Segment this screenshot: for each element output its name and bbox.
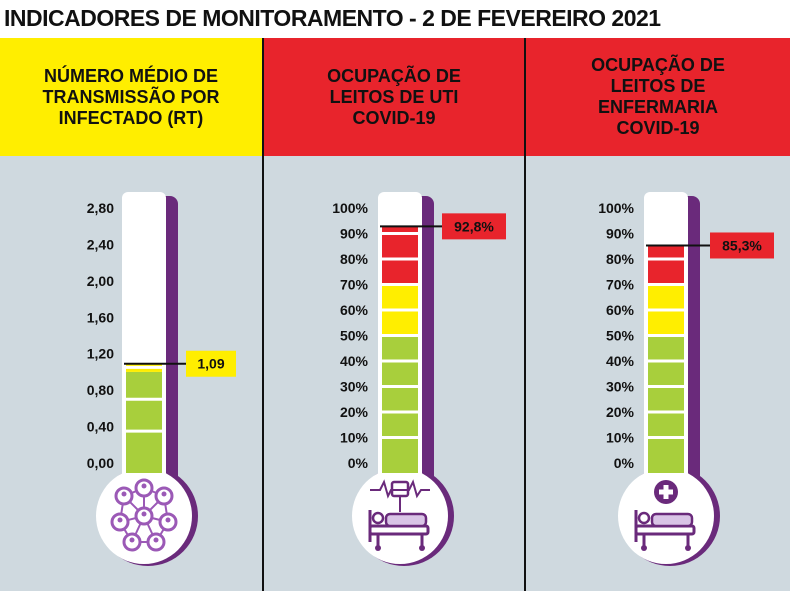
bed-wheel [685, 545, 691, 551]
panel-enfermaria: OCUPAÇÃO DE LEITOS DE ENFERMARIA COVID-1… [526, 38, 790, 591]
tick-label: 20% [340, 404, 369, 420]
bed-wheel [419, 545, 425, 551]
fill-segment [126, 371, 162, 473]
patient-head [371, 511, 385, 525]
icu-bed-monitor-icon [368, 479, 430, 551]
panel-title-uti: OCUPAÇÃO DE LEITOS DE UTI COVID-19 [327, 65, 461, 128]
value-label-box [710, 232, 774, 259]
person-head [161, 491, 167, 497]
tick-label: 100% [598, 200, 634, 216]
tick-label: 0,00 [87, 455, 114, 471]
panel-header-uti: OCUPAÇÃO DE LEITOS DE UTI COVID-19 [264, 38, 524, 156]
value-label-box [442, 213, 506, 240]
medical-cross [659, 489, 673, 495]
person-head [129, 537, 135, 543]
tick-label: 0,80 [87, 382, 114, 398]
ward-bed-cross-icon [634, 480, 696, 551]
person-head [153, 537, 159, 543]
panel-title-rt: NÚMERO MÉDIO DE TRANSMISSÃO POR INFECTAD… [42, 65, 220, 128]
tick-label: 30% [340, 379, 369, 395]
fill-segment [648, 245, 684, 285]
fill-segment [382, 226, 418, 285]
tick-label: 0,40 [87, 419, 114, 435]
panel-rt: NÚMERO MÉDIO DE TRANSMISSÃO POR INFECTAD… [0, 38, 262, 591]
tick-label: 40% [340, 353, 369, 369]
panel-uti: OCUPAÇÃO DE LEITOS DE UTI COVID-19 100% 9… [264, 38, 524, 591]
thermometer-gauge-rt: 2,80 2,40 2,00 1,60 1,20 0,80 0,40 0,00 1,09 [87, 192, 236, 566]
tick-label: 80% [606, 251, 635, 267]
bed-wheel [641, 545, 647, 551]
blanket [384, 512, 428, 528]
thermometer-gauge-enfermaria: 100% 90% 80% 70% 60% 50% 40% 30% 20% 10% 0% 85,3% [598, 192, 774, 566]
panel-header-rt: NÚMERO MÉDIO DE TRANSMISSÃO POR INFECTAD… [0, 38, 262, 156]
value-label: 92,8% [454, 218, 494, 234]
blanket [650, 512, 694, 528]
value-label: 1,09 [197, 356, 224, 372]
heartbeat-line [370, 479, 430, 499]
tick-label: 30% [606, 379, 635, 395]
panel-divider [262, 38, 264, 591]
fill-segment [382, 335, 418, 473]
tick-label: 70% [606, 277, 635, 293]
person-head [117, 517, 123, 523]
panel-divider [524, 38, 526, 591]
panel-title-enfermaria: OCUPAÇÃO DE LEITOS DE ENFERMARIA COVID-1… [591, 55, 725, 138]
bed-wheel [375, 545, 381, 551]
tick-label: 90% [606, 226, 635, 242]
person-head [121, 491, 127, 497]
value-label: 85,3% [722, 237, 762, 253]
tick-label: 2,40 [87, 236, 114, 252]
tick-label: 2,00 [87, 273, 114, 289]
person-head [165, 517, 171, 523]
tick-label: 90% [340, 226, 369, 242]
indicator-panels: NÚMERO MÉDIO DE TRANSMISSÃO POR INFECTAD… [0, 38, 790, 591]
tick-label: 50% [340, 328, 369, 344]
tick-label: 80% [340, 251, 369, 267]
tick-label: 1,60 [87, 309, 114, 325]
tick-label: 40% [606, 353, 635, 369]
fill-segment [648, 335, 684, 473]
people-network-icon [110, 478, 178, 552]
value-label-box [186, 350, 236, 377]
tick-label: 60% [606, 302, 635, 318]
person-head [141, 483, 147, 489]
patient-head [637, 511, 651, 525]
tick-label: 1,20 [87, 346, 114, 362]
tick-label: 70% [340, 277, 369, 293]
tick-label: 100% [332, 200, 368, 216]
thermometer-gauge-uti: 100% 90% 80% 70% 60% 50% 40% 30% 20% 10% 0% 92,8% [332, 192, 506, 566]
tick-label: 2,80 [87, 200, 114, 216]
tick-label: 20% [606, 404, 635, 420]
person-head [141, 511, 147, 517]
panel-header-enfermaria: OCUPAÇÃO DE LEITOS DE ENFERMARIA COVID-1… [526, 38, 790, 156]
tick-label: 10% [340, 430, 369, 446]
tick-label: 60% [340, 302, 369, 318]
page-title: INDICADORES DE MONITORAMENTO - 2 DE FEVE… [4, 5, 661, 31]
tick-label: 0% [348, 455, 369, 471]
tick-label: 10% [606, 430, 635, 446]
tick-label: 50% [606, 328, 635, 344]
tick-label: 0% [614, 455, 635, 471]
